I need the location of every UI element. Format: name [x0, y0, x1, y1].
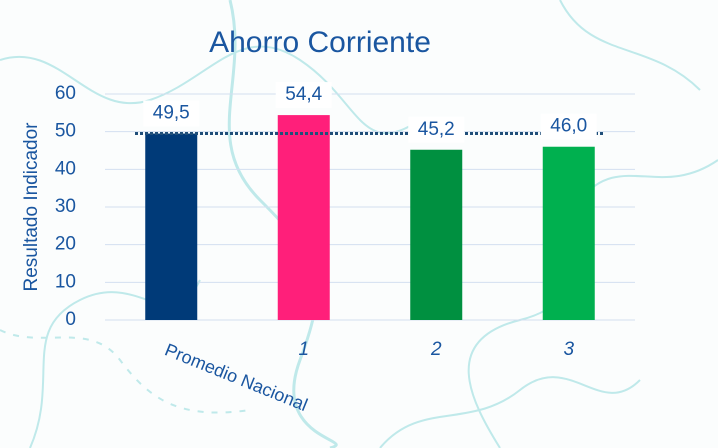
x-tick-label: 1	[298, 339, 309, 360]
value-label-box	[408, 116, 465, 143]
value-label: 46,0	[550, 116, 587, 137]
x-tick-label: 3	[563, 339, 574, 360]
chart-title: Ahorro Corriente	[209, 26, 431, 59]
bar	[542, 146, 595, 320]
value-label: 45,2	[418, 119, 455, 140]
bar	[277, 115, 330, 321]
y-tick-label: 20	[55, 234, 76, 255]
x-tick-label: 2	[430, 339, 442, 360]
y-tick-label: 40	[55, 158, 76, 179]
x-tick-label: Promedio Nacional	[162, 340, 310, 416]
bar	[410, 149, 463, 320]
value-label: 49,5	[153, 103, 190, 124]
bar	[145, 133, 198, 320]
y-tick-label: 60	[55, 83, 76, 104]
y-tick-label: 30	[55, 196, 76, 217]
y-tick-label: 0	[65, 309, 76, 330]
value-label-box	[143, 100, 200, 127]
value-label: 54,4	[285, 84, 322, 105]
value-label-box	[540, 113, 597, 140]
y-tick-label: 50	[55, 121, 76, 142]
y-tick-label: 10	[55, 271, 76, 292]
y-axis-label: Resultado Indicador	[21, 122, 42, 292]
value-label-box	[275, 82, 332, 109]
